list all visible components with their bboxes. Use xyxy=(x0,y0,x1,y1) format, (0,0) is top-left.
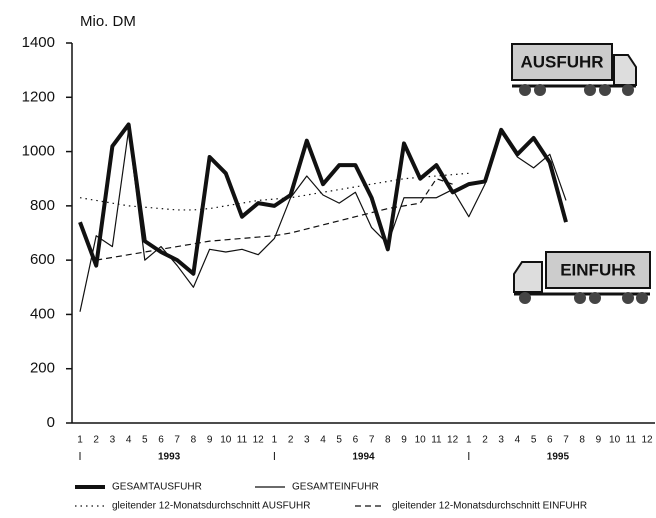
x-tick-label: 9 xyxy=(207,435,213,446)
y-tick-label: 400 xyxy=(30,305,55,322)
x-tick-label: 11 xyxy=(237,435,248,446)
legend-label: gleitender 12-Monatsdurchschnitt EINFUHR xyxy=(392,501,587,512)
x-tick-label: 7 xyxy=(174,435,180,446)
x-tick-label: 10 xyxy=(415,435,427,446)
y-tick-label: 200 xyxy=(30,360,55,377)
x-tick-label: 3 xyxy=(498,435,504,446)
x-tick-label: 4 xyxy=(126,435,132,446)
x-tick-label: 11 xyxy=(431,435,442,446)
x-tick-label: 1 xyxy=(272,435,278,446)
year-label: 1994 xyxy=(352,452,375,463)
y-tick-label: 1200 xyxy=(22,88,55,105)
x-tick-label: 7 xyxy=(563,435,569,446)
annotation: AUSFUHR xyxy=(520,52,603,71)
series-line xyxy=(78,122,568,276)
y-axis-label: Mio. DM xyxy=(80,13,136,30)
truck-import: EINFUHR xyxy=(513,251,651,304)
x-tick-label: 4 xyxy=(515,435,521,446)
year-label: 1993 xyxy=(158,452,181,463)
y-tick-label: 600 xyxy=(30,251,55,268)
x-tick-label: 9 xyxy=(596,435,602,446)
series-line xyxy=(79,129,567,312)
legend-label: GESAMTEINFUHR xyxy=(292,482,379,493)
x-tick-label: 4 xyxy=(320,435,326,446)
x-tick-label: 7 xyxy=(369,435,375,446)
year-label: 1995 xyxy=(547,452,570,463)
x-tick-label: 10 xyxy=(609,435,621,446)
x-tick-label: 5 xyxy=(531,435,537,446)
x-tick-label: 6 xyxy=(158,435,164,446)
x-tick-label: 2 xyxy=(482,435,488,446)
x-tick-label: 2 xyxy=(288,435,294,446)
series-line xyxy=(96,178,453,261)
x-tick-label: 12 xyxy=(447,435,459,446)
x-tick-label: 8 xyxy=(385,435,391,446)
x-tick-label: 5 xyxy=(142,435,148,446)
x-tick-label: 6 xyxy=(547,435,553,446)
x-tick-label: 3 xyxy=(110,435,116,446)
y-tick-label: 1000 xyxy=(22,143,55,160)
truck-export: AUSFUHR xyxy=(511,43,637,96)
x-tick-label: 5 xyxy=(336,435,342,446)
y-tick-label: 800 xyxy=(30,197,55,214)
x-tick-label: 6 xyxy=(353,435,359,446)
x-tick-label: 8 xyxy=(191,435,197,446)
x-tick-label: 8 xyxy=(579,435,585,446)
y-tick-label: 1400 xyxy=(22,34,55,51)
x-tick-label: 11 xyxy=(626,435,637,446)
x-tick-label: 9 xyxy=(401,435,407,446)
x-tick-label: 1 xyxy=(77,435,83,446)
x-tick-label: 12 xyxy=(641,435,653,446)
x-tick-label: 3 xyxy=(304,435,310,446)
x-tick-label: 10 xyxy=(220,435,232,446)
annotation: EINFUHR xyxy=(560,260,636,279)
x-tick-label: 12 xyxy=(253,435,265,446)
y-tick-label: 0 xyxy=(47,414,55,431)
x-tick-label: 2 xyxy=(93,435,99,446)
x-tick-label: 1 xyxy=(466,435,472,446)
legend-label: GESAMTAUSFUHR xyxy=(112,482,202,493)
legend-label: gleitender 12-Monatsdurchschnitt AUSFUHR xyxy=(112,501,310,512)
